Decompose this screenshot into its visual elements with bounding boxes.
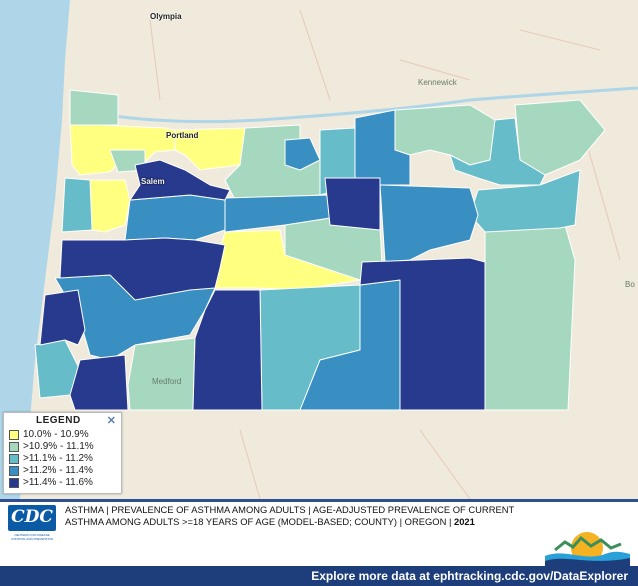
legend-item-label: >11.1% - 11.2%	[23, 453, 93, 464]
city-label-olympia: Olympia	[150, 12, 182, 21]
legend-swatch	[9, 441, 19, 452]
city-label-boise: Bo	[625, 280, 635, 289]
tracking-network-logo	[545, 532, 630, 566]
county-yamhill-polk[interactable]	[89, 179, 131, 233]
legend-item-label: 10.0% - 10.9%	[23, 429, 89, 440]
county-clatsop[interactable]	[69, 89, 119, 126]
close-icon[interactable]: ✕	[106, 415, 116, 427]
map-area[interactable]: Olympia Kennewick Portland Salem Medford…	[0, 0, 638, 499]
city-label-portland: Portland	[166, 131, 199, 140]
legend-swatch	[9, 465, 19, 476]
legend-swatch	[9, 453, 19, 464]
county-grant[interactable]	[359, 257, 486, 411]
legend-item: >11.4% - 11.6%	[9, 477, 93, 488]
legend-item: >11.2% - 11.4%	[9, 465, 93, 476]
county-malheur[interactable]	[484, 224, 576, 411]
county-wallowa[interactable]	[514, 99, 606, 176]
county-lincoln-lane[interactable]	[59, 237, 226, 301]
county-wasco-hood[interactable]	[284, 137, 321, 171]
caption-year: 2021	[453, 516, 475, 527]
legend-swatch	[9, 477, 19, 488]
legend-item-label: >11.4% - 11.6%	[23, 477, 93, 488]
county-wheeler[interactable]	[324, 177, 381, 231]
cdc-logo: CDC	[8, 505, 56, 531]
bottom-banner[interactable]: Explore more data at ephtracking.cdc.gov…	[0, 566, 638, 586]
footer	[0, 499, 638, 566]
legend-item: >11.1% - 11.2%	[9, 453, 93, 464]
cdc-logo-tagline: CENTERS FOR DISEASE CONTROL AND PREVENTI…	[11, 533, 53, 541]
footer-divider	[0, 499, 638, 502]
map-canvas[interactable]	[0, 0, 638, 499]
legend-item-label: >10.9% - 11.1%	[23, 441, 94, 452]
county-salem-marion[interactable]	[129, 159, 231, 201]
county-jefferson[interactable]	[224, 194, 331, 233]
county-jackson[interactable]	[127, 337, 196, 411]
legend-swatch	[9, 429, 19, 440]
county-coos[interactable]	[39, 289, 86, 346]
city-label-salem: Salem	[141, 177, 165, 186]
county-tillamook[interactable]	[61, 177, 93, 233]
columbia-river	[69, 86, 638, 124]
explore-data-link[interactable]: Explore more data at ephtracking.cdc.gov…	[311, 569, 628, 583]
city-label-kennewick: Kennewick	[418, 78, 457, 87]
county-klamath[interactable]	[192, 289, 263, 411]
legend-item: 10.0% - 10.9%	[9, 429, 89, 440]
county-marion[interactable]	[124, 194, 226, 241]
map-caption: ASTHMA | PREVALENCE OF ASTHMA AMONG ADUL…	[65, 504, 535, 528]
county-umatilla[interactable]	[449, 117, 546, 186]
cdc-logo-text: CDC	[11, 507, 53, 527]
legend-item: >10.9% - 11.1%	[9, 441, 94, 452]
legend-title: LEGEND	[36, 415, 81, 426]
county-josephine[interactable]	[69, 354, 129, 411]
caption-text: ASTHMA | PREVALENCE OF ASTHMA AMONG ADUL…	[65, 504, 515, 527]
road-lines	[149, 9, 621, 499]
legend-panel: LEGEND ✕ 10.0% - 10.9% >10.9% - 11.1% >1…	[3, 412, 122, 494]
county-union[interactable]	[379, 184, 479, 263]
city-label-medford: Medford	[152, 377, 182, 386]
legend-item-label: >11.2% - 11.4%	[23, 465, 93, 476]
pacific-ocean	[0, 0, 70, 499]
